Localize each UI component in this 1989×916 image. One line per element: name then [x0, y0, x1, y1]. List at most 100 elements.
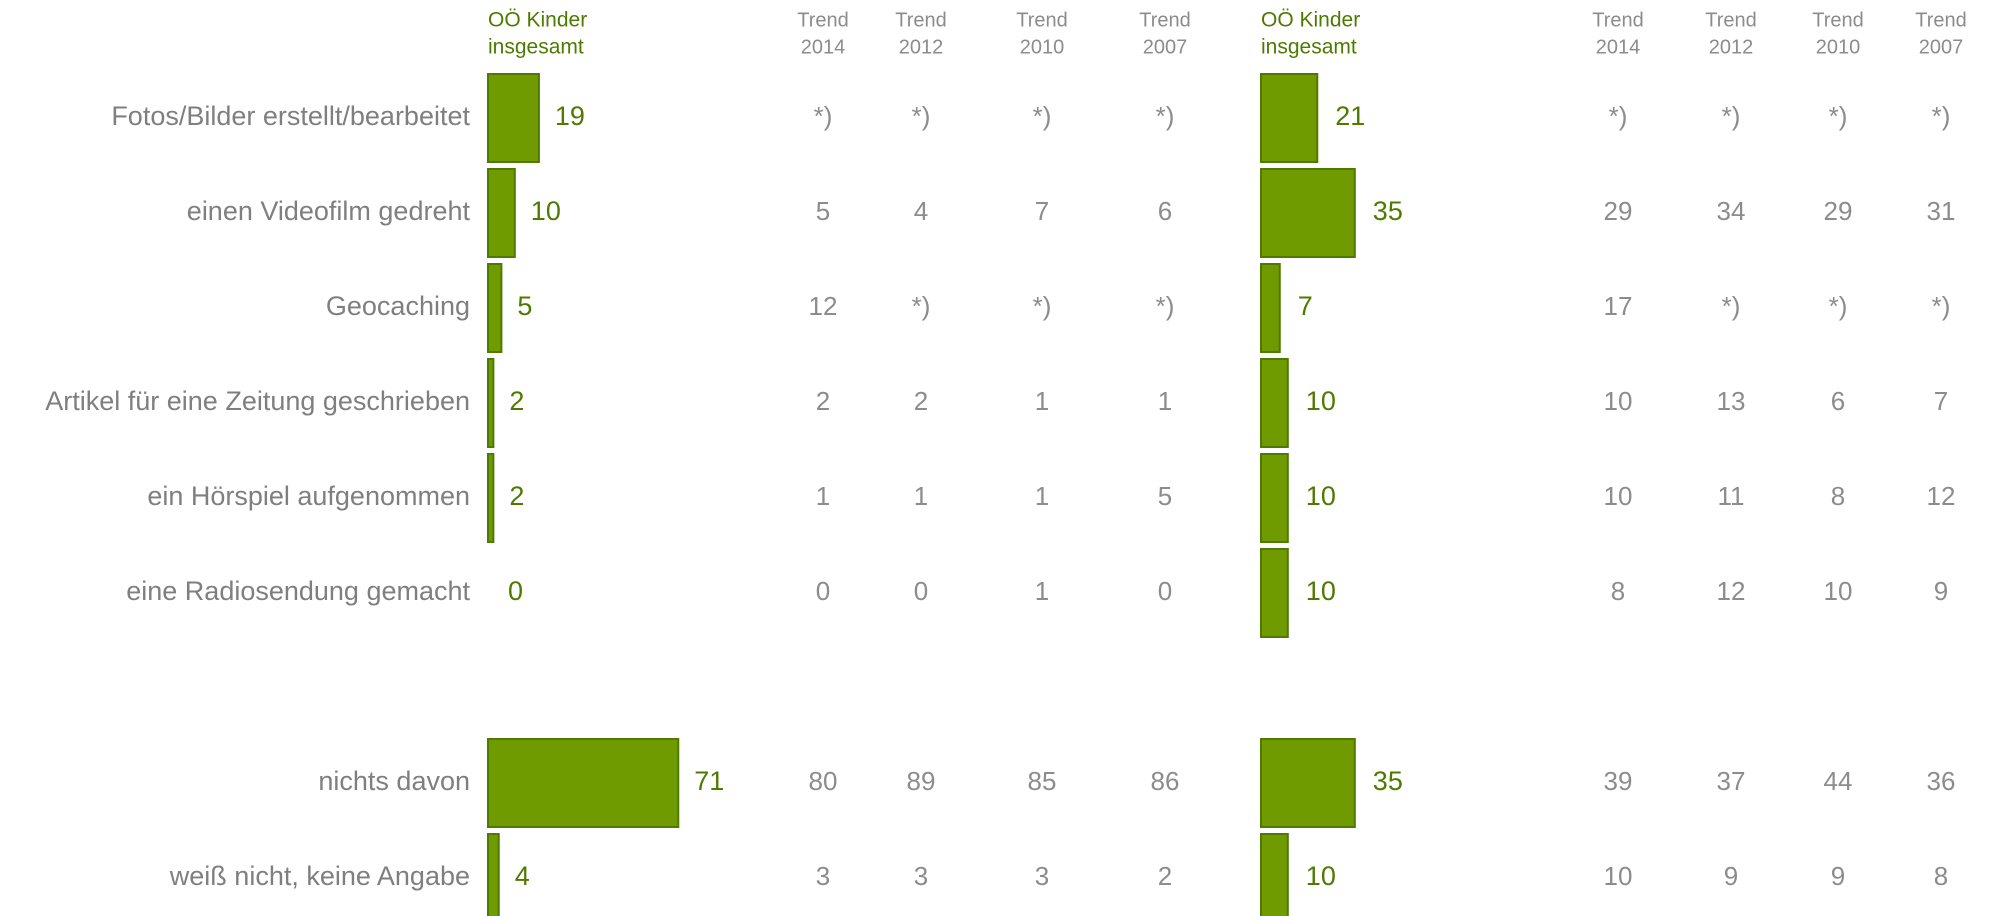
panel-2-trend-value: 29 [1604, 196, 1633, 226]
panel-2-trend-header-2014-line2: 2014 [1596, 36, 1641, 58]
panel-2-bar [1260, 168, 1356, 258]
panel-1-trend-value: 0 [914, 576, 928, 606]
panel-1-trend-value: 12 [809, 291, 838, 321]
panel-1-trend-value: *) [1156, 291, 1175, 321]
panel-2-trend-value: 10 [1604, 481, 1633, 511]
panel-2-bar [1260, 263, 1281, 353]
panel-1-trend-value: 1 [1035, 576, 1049, 606]
category-label: nichts davon [318, 766, 470, 796]
panel-2-trend-value: 10 [1604, 386, 1633, 416]
panel-1-trend-value: 2 [816, 386, 830, 416]
panel-2-trend-header-2010-line2: 2010 [1816, 36, 1861, 58]
panel-2-value-label: 10 [1306, 481, 1336, 511]
panel-1-trend-value: *) [912, 291, 931, 321]
category-label: Artikel für eine Zeitung geschrieben [45, 386, 470, 416]
panel-2-bar [1260, 73, 1319, 163]
panel-1-bar [487, 833, 500, 916]
panel-2-bar [1260, 358, 1289, 448]
panel-1-bar [487, 168, 516, 258]
panel-2-value-label: 35 [1373, 766, 1403, 796]
panel-2-trend-value: 36 [1927, 766, 1956, 796]
panel-2-trend-value: 13 [1717, 386, 1746, 416]
panel-2-trend-header-2010-line1: Trend [1812, 9, 1864, 31]
panel-2-bar [1260, 738, 1356, 828]
panel-1-trend-value: 5 [1158, 481, 1172, 511]
panel-2-value-label: 7 [1298, 291, 1313, 321]
panel-1-header-line1: OÖ Kinder [488, 9, 587, 32]
panel-2-trend-header-2007-line1: Trend [1915, 9, 1967, 31]
panel-1-trend-value: 4 [914, 196, 928, 226]
panel-2-trend-value: 8 [1831, 481, 1845, 511]
panel-1-trend-header-2007-line2: 2007 [1143, 36, 1188, 58]
panel-1-trend-value: *) [1156, 101, 1175, 131]
panel-2-trend-value: 31 [1927, 196, 1956, 226]
panel-2-trend-value: 37 [1717, 766, 1746, 796]
panel-1-trend-header-2012-line2: 2012 [899, 36, 944, 58]
panel-1-trend-value: 80 [809, 766, 838, 796]
panel-1-trend-value: 5 [816, 196, 830, 226]
panel-2-header-line1: OÖ Kinder [1261, 9, 1360, 32]
panel-2-trend-value: 6 [1831, 386, 1845, 416]
panel-2-trend-value: 34 [1717, 196, 1746, 226]
panel-1-value-label: 71 [694, 766, 724, 796]
category-label: eine Radiosendung gemacht [126, 576, 470, 606]
panel-2-value-label: 10 [1306, 576, 1336, 606]
panel-2-trend-value: 8 [1611, 576, 1625, 606]
panel-1-value-label: 0 [508, 576, 523, 606]
panel-1-value-label: 2 [509, 481, 524, 511]
panel-1-trend-value: *) [912, 101, 931, 131]
panel-1-value-label: 4 [515, 861, 530, 891]
category-label: ein Hörspiel aufgenommen [147, 481, 470, 511]
panel-1-trend-value: 6 [1158, 196, 1172, 226]
panel-1-trend-value: 89 [907, 766, 936, 796]
panel-1-trend-value: 3 [816, 861, 830, 891]
panel-2-value-label: 10 [1306, 386, 1336, 416]
panel-2-value-label: 10 [1306, 861, 1336, 891]
panel-1-value-label: 19 [555, 101, 585, 131]
panel-2-trend-value: 9 [1934, 576, 1948, 606]
panel-1-trend-value: 1 [914, 481, 928, 511]
panel-1-trend-value: 3 [1035, 861, 1049, 891]
panel-2-trend-value: *) [1829, 101, 1848, 131]
panel-2-trend-value: 11 [1718, 481, 1745, 511]
panel-2-trend-header-2007-line2: 2007 [1919, 36, 1964, 58]
panel-2-trend-value: 9 [1831, 861, 1845, 891]
panel-2-trend-value: 10 [1824, 576, 1853, 606]
panel-1-trend-value: *) [814, 101, 833, 131]
panel-2-trend-value: *) [1829, 291, 1848, 321]
panel-1-trend-value: 0 [816, 576, 830, 606]
panel-2-trend-value: 39 [1604, 766, 1633, 796]
panel-2-trend-value: 12 [1717, 576, 1746, 606]
panel-1-trend-value: 2 [1158, 861, 1172, 891]
panel-2-trend-value: 9 [1724, 861, 1738, 891]
category-label: einen Videofilm gedreht [187, 196, 471, 226]
panel-1-trend-header-2012-line1: Trend [895, 9, 947, 31]
category-label: weiß nicht, keine Angabe [169, 861, 470, 891]
panel-1-bar [487, 738, 680, 828]
category-label: Fotos/Bilder erstellt/bearbeitet [111, 101, 470, 131]
panel-1-trend-value: 3 [914, 861, 928, 891]
panel-2-trend-header-2012-line1: Trend [1705, 9, 1757, 31]
panel-1-value-label: 2 [509, 386, 524, 416]
panel-2-bar [1260, 453, 1289, 543]
panel-1-bar [487, 263, 503, 353]
panel-1-trend-header-2014-line2: 2014 [801, 36, 846, 58]
panel-2-trend-value: *) [1722, 291, 1741, 321]
panel-1-trend-value: 86 [1151, 766, 1180, 796]
panel-1-trend-value: *) [1033, 291, 1052, 321]
panel-2-trend-value: 10 [1604, 861, 1633, 891]
panel-1-trend-value: 1 [1035, 386, 1049, 416]
panel-1-trend-value: 7 [1035, 196, 1049, 226]
panel-1-trend-value: *) [1033, 101, 1052, 131]
panel-1-trend-value: 2 [914, 386, 928, 416]
panel-1-bar [487, 73, 540, 163]
panel-2-trend-value: 44 [1824, 766, 1853, 796]
panel-2-trend-header-2012-line2: 2012 [1709, 36, 1754, 58]
panel-1-trend-value: 85 [1028, 766, 1057, 796]
panel-1-value-label: 5 [517, 291, 532, 321]
panel-2-trend-value: 17 [1604, 291, 1633, 321]
panel-2-bar [1260, 833, 1289, 916]
panel-1-trend-header-2010-line2: 2010 [1020, 36, 1065, 58]
panel-2-trend-header-2014-line1: Trend [1592, 9, 1644, 31]
